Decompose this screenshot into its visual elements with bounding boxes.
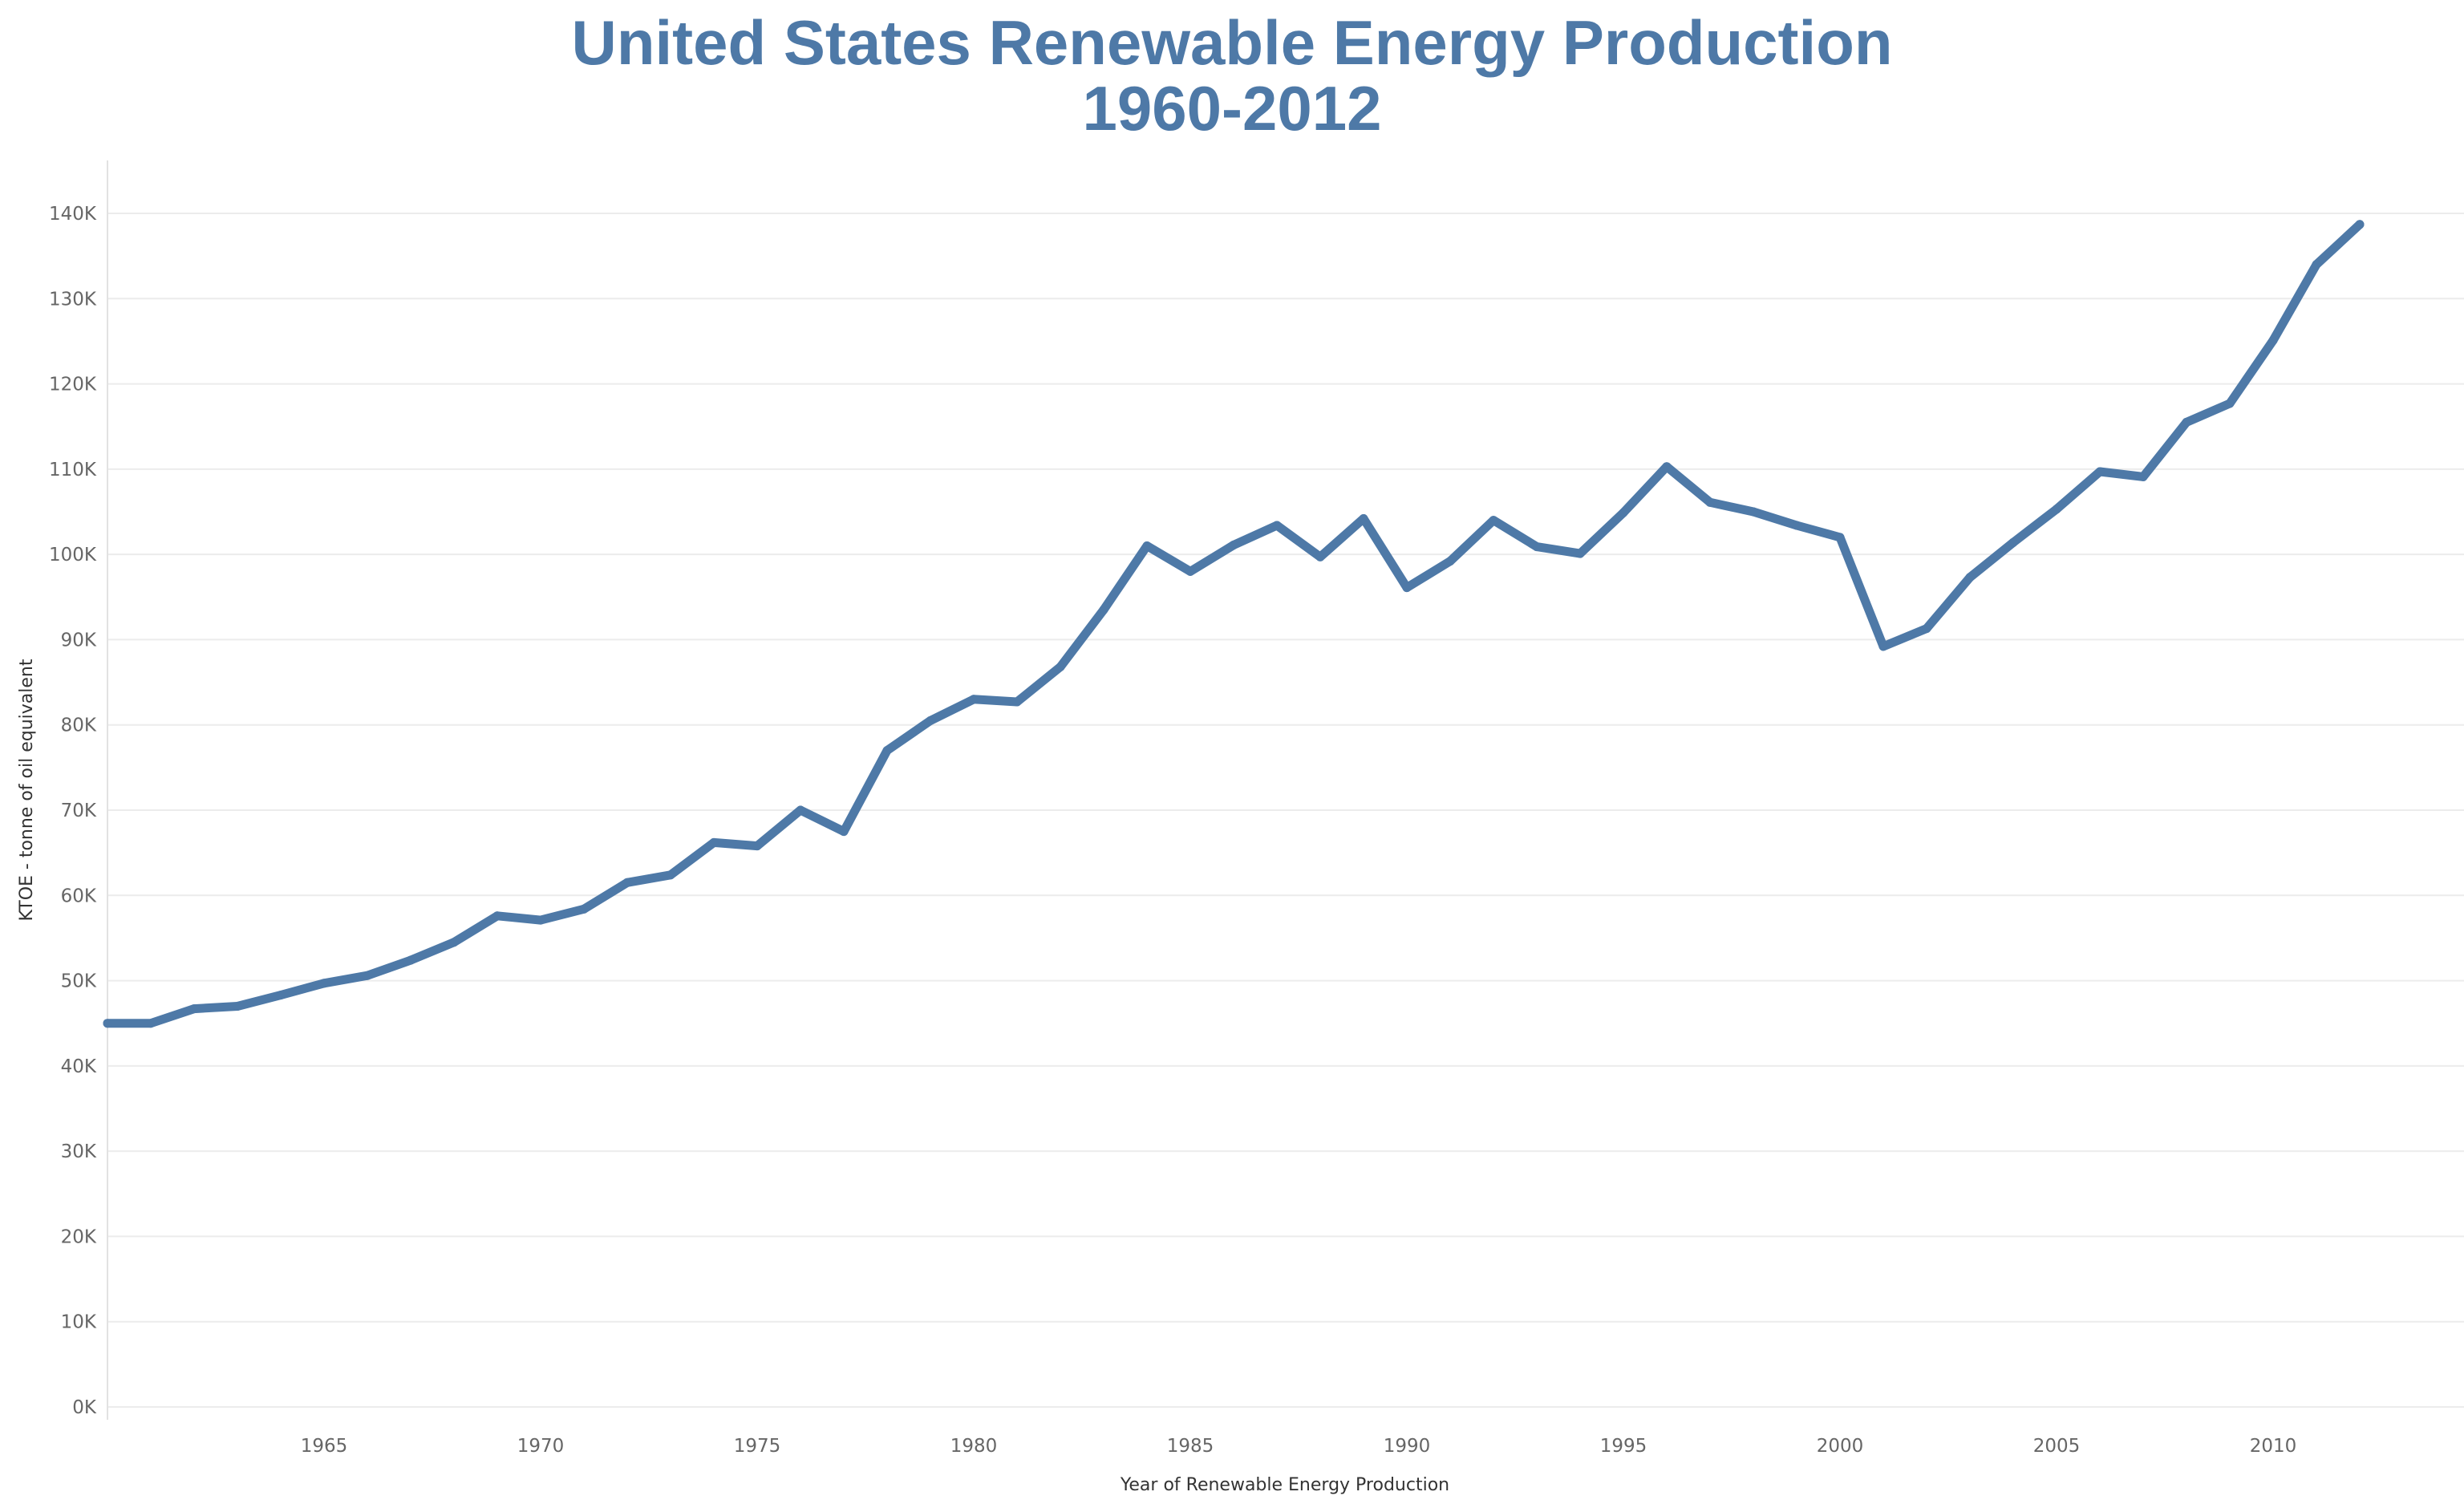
data-point [189, 1004, 199, 1014]
x-tick-label: 1975 [734, 1436, 781, 1457]
data-point [536, 915, 545, 925]
data-point [1489, 516, 1498, 525]
x-tick-label: 1980 [950, 1436, 998, 1457]
data-point [1878, 642, 1888, 651]
chart-title: United States Renewable Energy Productio… [571, 7, 1893, 78]
data-point [752, 841, 762, 851]
data-point [1229, 541, 1238, 549]
x-tick-label: 1965 [301, 1436, 348, 1457]
data-point [1835, 533, 1845, 542]
data-point [1359, 514, 1368, 523]
data-point [276, 991, 286, 1000]
data-point [579, 904, 589, 914]
data-point [1272, 521, 1282, 530]
y-tick-label: 130K [49, 289, 97, 310]
data-point [2182, 417, 2191, 427]
data-point [2008, 537, 2018, 547]
x-axis-title: Year of Renewable Energy Production [1120, 1475, 1449, 1495]
data-point [1142, 541, 1152, 550]
data-point [2095, 467, 2105, 476]
y-tick-label: 100K [49, 545, 97, 566]
y-tick-label: 110K [49, 460, 97, 480]
data-point [2138, 472, 2148, 481]
data-point [666, 870, 675, 880]
y-tick-label: 80K [61, 715, 97, 736]
data-point [233, 1002, 242, 1011]
data-point [492, 911, 502, 921]
y-tick-label: 40K [61, 1056, 97, 1077]
y-tick-label: 90K [61, 630, 97, 651]
data-point [1315, 552, 1325, 561]
data-point [449, 938, 459, 947]
x-tick-label: 1995 [1600, 1436, 1647, 1457]
data-point [709, 837, 719, 847]
data-point [1965, 573, 1975, 582]
data-point [1056, 662, 1065, 671]
x-tick-label: 1990 [1384, 1436, 1431, 1457]
data-point [1619, 508, 1628, 517]
x-tick-label: 2000 [1817, 1436, 1864, 1457]
data-point [1445, 557, 1455, 566]
data-point [319, 979, 329, 988]
y-tick-label: 120K [49, 375, 97, 395]
data-point [2268, 335, 2278, 345]
data-point [1575, 549, 1585, 558]
y-tick-label: 50K [61, 971, 97, 992]
data-point [1922, 624, 1931, 634]
y-axis-title: KTOE - tonne of oil equivalent [17, 659, 37, 921]
gridlines [107, 213, 2464, 1408]
data-point [2052, 505, 2061, 514]
data-point [363, 971, 372, 980]
data-point [1792, 521, 1801, 530]
series-line [103, 220, 2365, 1028]
data-point [796, 805, 805, 815]
y-tick-label: 20K [61, 1226, 97, 1247]
data-point [969, 695, 979, 704]
data-point [882, 746, 892, 756]
x-tick-label: 1970 [517, 1436, 565, 1457]
y-tick-label: 0K [72, 1397, 97, 1418]
data-point [1185, 566, 1195, 576]
y-tick-label: 30K [61, 1141, 97, 1162]
y-axis-ticks: 0K 10K 20K 30K 40K 50K 60K 70K 80K 90K 100K 110K 120… [49, 204, 97, 1418]
data-point [1705, 497, 1715, 507]
chart-subtitle: 1960-2012 [1082, 73, 1382, 144]
data-point [1099, 605, 1108, 614]
x-tick-label: 2010 [2250, 1436, 2297, 1457]
data-points [103, 220, 2365, 1028]
y-tick-label: 70K [61, 801, 97, 821]
data-point [622, 878, 632, 887]
data-point [146, 1019, 156, 1028]
data-point [2312, 260, 2321, 270]
data-point [1662, 462, 1672, 472]
x-tick-label: 1985 [1167, 1436, 1214, 1457]
x-tick-label: 2005 [2033, 1436, 2081, 1457]
data-point [406, 955, 415, 965]
x-axis-ticks: 1965 1970 1975 1980 1985 1990 1995 2000 2005 2010 [301, 1436, 2297, 1457]
data-point [839, 827, 849, 837]
data-point [1532, 542, 1542, 552]
data-point [2225, 399, 2235, 408]
data-point [1012, 697, 1022, 707]
data-point [1402, 583, 1412, 593]
y-tick-label: 60K [61, 886, 97, 906]
data-point [103, 1019, 112, 1028]
data-point [926, 715, 935, 725]
y-tick-label: 140K [49, 204, 97, 225]
data-point [2355, 220, 2365, 229]
data-point [1749, 507, 1758, 517]
y-tick-label: 10K [61, 1312, 97, 1333]
